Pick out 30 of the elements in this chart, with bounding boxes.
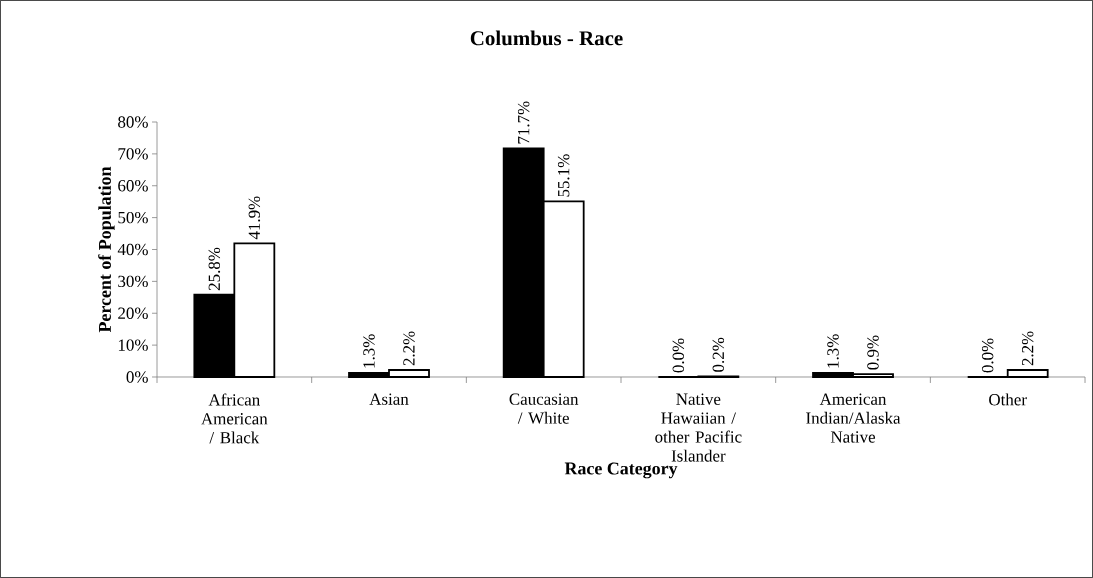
data-label: 0.0% <box>672 338 685 373</box>
x-tick-label: Caucasian / White <box>509 393 579 424</box>
data-label: 1.3% <box>827 334 839 368</box>
x-tick-label: Asian <box>369 393 409 405</box>
y-tick-label: 50% <box>118 211 148 224</box>
x-axis-title: Race Category <box>564 462 678 479</box>
data-label: 0.2% <box>712 337 725 372</box>
y-tick-label: 70% <box>118 148 148 160</box>
data-label: 1.3% <box>363 334 375 368</box>
x-tick-label: Native Hawaiian / other Pacific Islander <box>655 393 742 462</box>
y-tick-label: 80% <box>118 116 148 128</box>
chart-title: Columbus - Race <box>470 30 623 46</box>
y-tick-label: 60% <box>118 180 148 192</box>
y-axis-title: Percent of Population <box>98 166 115 333</box>
data-label: 25.8% <box>208 247 221 291</box>
data-label: 0.0% <box>981 338 994 373</box>
data-label: 55.1% <box>557 154 570 197</box>
y-tick-label: 0% <box>126 371 148 383</box>
data-label: 71.7% <box>517 101 530 144</box>
y-tick-label: 30% <box>118 275 148 288</box>
x-tick-label: Other <box>989 393 1027 406</box>
x-tick-label: American Indian/Alaska Native <box>806 393 901 443</box>
data-label: 2.2% <box>403 331 415 366</box>
data-label: 2.2% <box>1021 331 1034 366</box>
x-tick-label: African American / Black <box>201 393 268 444</box>
y-tick-label: 40% <box>117 243 148 256</box>
data-label: 41.9% <box>248 196 261 240</box>
y-tick-label: 20% <box>118 307 148 319</box>
y-tick-label: 10% <box>118 339 148 351</box>
data-label: 0.9% <box>867 335 879 370</box>
